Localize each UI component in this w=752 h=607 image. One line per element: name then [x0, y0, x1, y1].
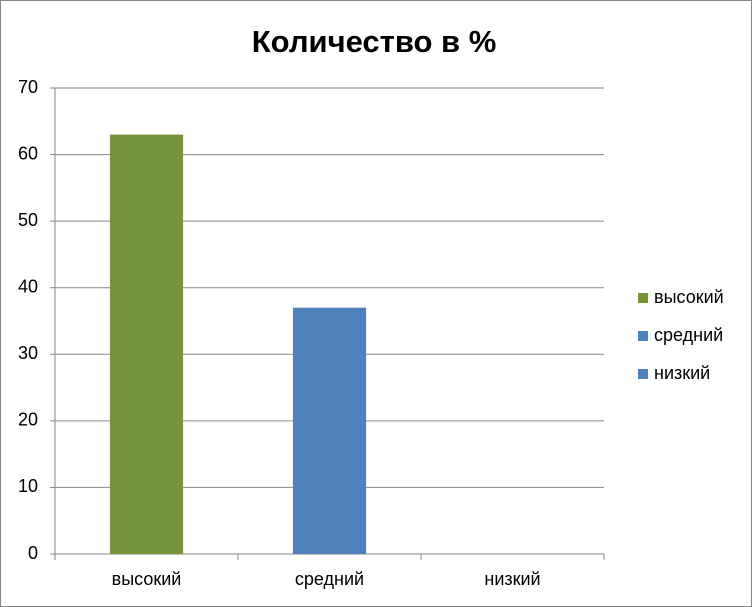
- y-tick-label: 60: [18, 143, 38, 163]
- bar: [109, 134, 184, 554]
- y-tick-label: 40: [18, 276, 38, 296]
- legend-label: средний: [654, 325, 723, 345]
- legend-swatch: [638, 369, 648, 379]
- legend-swatch: [638, 293, 648, 303]
- y-tick-label: 70: [18, 77, 38, 97]
- y-tick-label: 0: [28, 543, 38, 563]
- chart-title: Количество в %: [252, 24, 497, 59]
- x-tick-label: средний: [295, 569, 364, 589]
- legend-label: высокий: [654, 287, 724, 307]
- y-tick-label: 50: [18, 210, 38, 230]
- y-tick-label: 20: [18, 410, 38, 430]
- x-tick-label: низкий: [484, 569, 540, 589]
- x-tick-label: высокий: [112, 569, 182, 589]
- legend-label: низкий: [654, 363, 710, 383]
- legend-swatch: [638, 331, 648, 341]
- y-tick-label: 10: [18, 476, 38, 496]
- bar: [292, 307, 367, 554]
- y-tick-label: 30: [18, 343, 38, 363]
